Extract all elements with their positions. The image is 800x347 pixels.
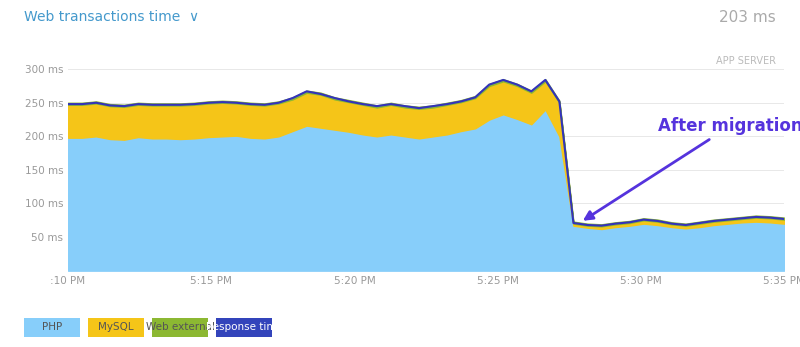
Text: APP SERVER: APP SERVER xyxy=(716,56,776,66)
Text: Web transactions time  ∨: Web transactions time ∨ xyxy=(24,10,199,24)
Text: 203 ms: 203 ms xyxy=(719,10,776,25)
Text: MySQL: MySQL xyxy=(98,322,134,332)
Text: Web external: Web external xyxy=(146,322,214,332)
Text: PHP: PHP xyxy=(42,322,62,332)
Text: After migration: After migration xyxy=(586,117,800,219)
Text: Response time: Response time xyxy=(206,322,282,332)
